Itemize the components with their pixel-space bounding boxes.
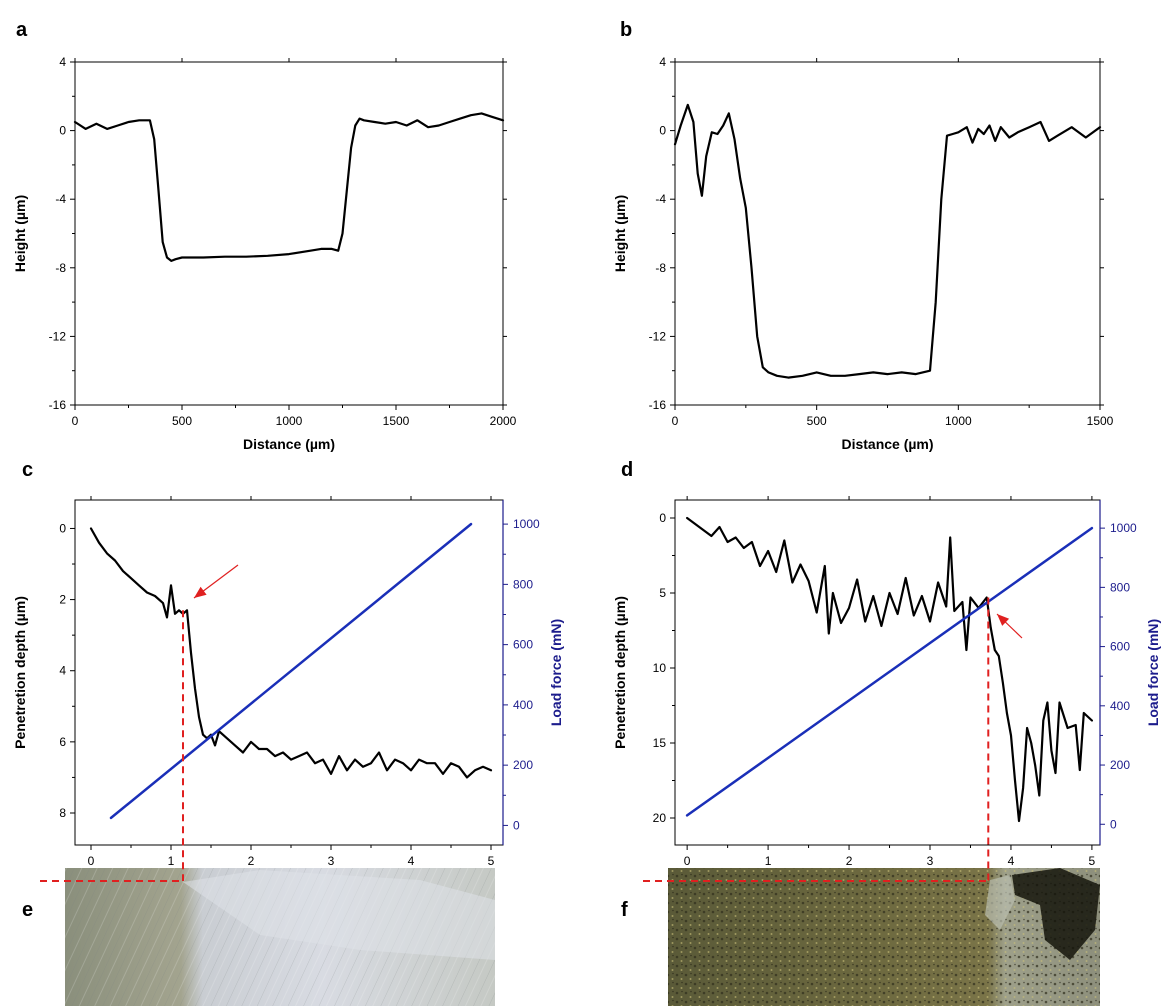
- y-axis-label-right-c: Load force (mN): [548, 619, 564, 726]
- plot-frame-a: [74, 61, 504, 406]
- y-tick-label-d: 0: [659, 511, 666, 525]
- x-tick-label-a: 500: [172, 414, 192, 428]
- y-right-tick-label-d: 600: [1110, 640, 1130, 654]
- x-tick-label-d: 3: [927, 854, 934, 868]
- y-right-tick-label-d: 0: [1110, 817, 1117, 831]
- panel-label-c: c: [22, 459, 33, 481]
- y-tick-label-c: 4: [59, 664, 66, 678]
- y-right-tick-label-c: 600: [513, 638, 533, 652]
- y-tick-label-c: 2: [59, 593, 66, 607]
- y-tick-label-b: -12: [649, 329, 667, 343]
- x-axis-label-a: Distance (µm): [243, 436, 335, 452]
- x-tick-label-a: 2000: [490, 414, 517, 428]
- y-axis-label-c: Penetretion depth (µm): [12, 596, 28, 749]
- panel-label-d: d: [621, 459, 633, 481]
- y-tick-label-c: 6: [59, 735, 66, 749]
- y-tick-label-a: -8: [55, 261, 66, 275]
- y-tick-label-a: 0: [59, 124, 66, 138]
- y-tick-label-b: 4: [659, 55, 666, 69]
- y-right-tick-label-d: 400: [1110, 699, 1130, 713]
- y-tick-label-d: 5: [659, 586, 666, 600]
- arrow-head-c: [194, 586, 207, 598]
- x-tick-label-d: 4: [1008, 854, 1015, 868]
- micrograph-f: [668, 868, 1100, 1006]
- y-tick-label-a: 4: [59, 55, 66, 69]
- x-tick-label-c: 5: [488, 854, 495, 868]
- y-tick-label-a: -12: [49, 329, 67, 343]
- y-right-tick-label-d: 1000: [1110, 521, 1137, 535]
- x-tick-label-d: 2: [846, 854, 853, 868]
- x-tick-label-b: 1500: [1087, 414, 1114, 428]
- y-tick-label-b: 0: [659, 124, 666, 138]
- y-axis-label-a: Height (µm): [12, 195, 28, 272]
- x-tick-label-c: 4: [408, 854, 415, 868]
- y-right-tick-label-c: 800: [513, 577, 533, 591]
- series-line-d-0: [685, 516, 1094, 823]
- chart-b: 0 500 1000 1500 4 0 -4 -8 -12 -16 Distance (µm) Hei…: [612, 55, 1114, 452]
- plot-frame-b: [674, 61, 1101, 406]
- y-tick-label-b: -4: [655, 192, 666, 206]
- series-line-c-1: [109, 522, 473, 820]
- y-right-tick-label-d: 200: [1110, 758, 1130, 772]
- x-tick-label-c: 0: [88, 854, 95, 868]
- panel-label-b: b: [620, 19, 632, 41]
- series-line-b-0: [673, 103, 1102, 379]
- x-tick-label-b: 1000: [945, 414, 972, 428]
- x-axis-label-b: Distance (µm): [841, 436, 933, 452]
- x-tick-label-a: 1500: [383, 414, 410, 428]
- y-right-tick-label-d: 800: [1110, 580, 1130, 594]
- y-tick-label-b: -8: [655, 261, 666, 275]
- y-axis-label-d: Penetretion depth (µm): [612, 596, 628, 749]
- x-tick-label-a: 0: [72, 414, 79, 428]
- y-right-tick-label-c: 1000: [513, 517, 540, 531]
- series-line-d-1: [685, 526, 1094, 817]
- panel-label-f: f: [621, 899, 628, 921]
- y-tick-label-d: 15: [653, 736, 667, 750]
- x-tick-label-a: 1000: [276, 414, 303, 428]
- y-right-tick-label-c: 200: [513, 758, 533, 772]
- x-tick-label-b: 0: [672, 414, 679, 428]
- y-tick-label-c: 0: [59, 521, 66, 535]
- y-axis-label-right-d: Load force (mN): [1145, 619, 1161, 726]
- chart-c: 0 1 2 3 4 5 0 2 4 6 8 0 200 400 600 800 1000 Load force (…: [12, 496, 564, 892]
- y-tick-label-d: 10: [653, 661, 667, 675]
- panel-label-a: a: [16, 19, 28, 41]
- x-tick-label-c: 2: [248, 854, 255, 868]
- arrow-head-d: [997, 614, 1010, 626]
- y-right-tick-label-c: 0: [513, 818, 520, 832]
- micrograph-e: [65, 868, 495, 1006]
- y-tick-label-c: 8: [59, 806, 66, 820]
- chart-a: 0 500 1000 1500 2000 4 0 -4 -8 -12 -16 Distance (µm…: [12, 55, 517, 452]
- x-tick-label-d: 1: [765, 854, 772, 868]
- x-tick-label-c: 3: [328, 854, 335, 868]
- series-line-a-0: [73, 112, 505, 262]
- y-tick-label-b: -16: [649, 398, 667, 412]
- series-line-c-0: [89, 527, 493, 779]
- x-tick-label-b: 500: [807, 414, 827, 428]
- x-tick-label-d: 5: [1089, 854, 1096, 868]
- y-tick-label-d: 20: [653, 811, 667, 825]
- y-tick-label-a: -16: [49, 398, 67, 412]
- x-tick-label-d: 0: [684, 854, 691, 868]
- y-right-tick-label-c: 400: [513, 698, 533, 712]
- y-axis-label-b: Height (µm): [612, 195, 628, 272]
- x-tick-label-c: 1: [168, 854, 175, 868]
- y-tick-label-a: -4: [55, 192, 66, 206]
- panel-label-e: e: [22, 899, 33, 921]
